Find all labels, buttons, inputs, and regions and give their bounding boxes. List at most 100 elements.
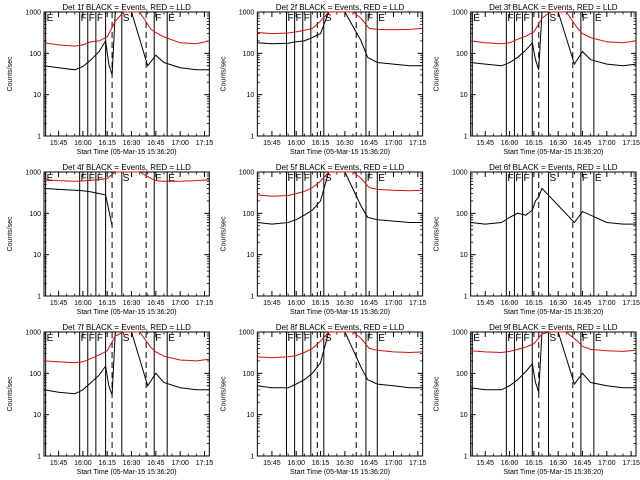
panel-7: Det 7f BLACK = Events, RED = LLD Counts/s…	[7, 323, 213, 476]
event-marker-label: F	[515, 173, 521, 184]
y-tick-label: 1	[37, 454, 41, 461]
x-tick-label: 16:15	[98, 460, 116, 467]
plot-frame	[256, 331, 424, 457]
y-axis-label: Counts/sec	[220, 56, 227, 92]
x-tick-label: 16:30	[549, 300, 567, 307]
y-tick-label: 10	[460, 412, 468, 419]
y-tick-label: 10	[247, 92, 255, 99]
y-tick-label: 1	[464, 134, 468, 141]
event-marker-label: E	[595, 13, 602, 24]
x-axis-label: Start Time (05-Mar-15 15:36:20)	[503, 149, 603, 156]
event-marker-label: F	[304, 13, 310, 24]
plot-frame	[43, 331, 210, 457]
panel-title: Det 6f BLACK = Events, RED = LLD	[489, 163, 618, 172]
y-axis-label: Counts/sec	[7, 376, 14, 412]
x-tick-label: 16:15	[312, 460, 330, 467]
event-marker-label: E	[595, 333, 602, 344]
event-marker-label: F	[296, 13, 302, 24]
x-tick-label: 17:00	[171, 300, 189, 307]
event-marker-label: E	[47, 333, 54, 344]
event-marker-label: E	[168, 173, 175, 184]
event-marker-label: F	[296, 173, 302, 184]
panel-title: Det 7f BLACK = Events, RED = LLD	[62, 323, 191, 332]
series-events-line	[43, 11, 210, 76]
x-tick-label: 16:45	[147, 300, 165, 307]
x-tick-label: 16:00	[287, 140, 305, 147]
y-tick-label: 1	[464, 454, 468, 461]
y-tick-label: 1000	[452, 10, 468, 17]
x-tick-label: 16:00	[74, 460, 92, 467]
y-tick-label: 1	[37, 134, 41, 141]
x-axis-label: Start Time (05-Mar-15 15:36:20)	[503, 309, 603, 316]
x-axis-label: Start Time (05-Mar-15 15:36:20)	[290, 149, 390, 156]
event-marker-label: F	[81, 173, 87, 184]
event-marker-label: F	[155, 173, 161, 184]
x-tick-label: 16:00	[501, 460, 519, 467]
x-tick-label: 16:45	[360, 140, 378, 147]
panel-title: Det 2f BLACK = Events, RED = LLD	[276, 3, 405, 12]
x-tick-label: 17:00	[598, 460, 616, 467]
event-marker-label: E	[378, 173, 385, 184]
x-tick-label: 17:15	[196, 140, 214, 147]
event-marker-label: E	[473, 333, 480, 344]
x-tick-label: 16:00	[501, 300, 519, 307]
x-tick-label: 17:00	[385, 140, 403, 147]
x-tick-label: 16:30	[549, 460, 567, 467]
x-tick-label: 17:00	[385, 460, 403, 467]
y-tick-label: 100	[243, 371, 255, 378]
y-tick-label: 1	[250, 454, 254, 461]
x-tick-label: 17:15	[622, 140, 640, 147]
event-marker-label: F	[89, 173, 95, 184]
x-tick-label: 16:45	[360, 300, 378, 307]
x-tick-label: 16:45	[360, 460, 378, 467]
event-marker-label: F	[367, 13, 373, 24]
event-marker-label: F	[507, 173, 513, 184]
event-marker-label: F	[97, 173, 103, 184]
x-tick-label: 17:15	[622, 460, 640, 467]
event-marker-label: F	[367, 333, 373, 344]
event-marker-label: S	[325, 173, 332, 184]
event-marker-label: E	[47, 173, 54, 184]
x-tick-label: 17:15	[409, 460, 427, 467]
event-marker-label: F	[89, 13, 95, 24]
y-tick-label: 1000	[239, 10, 255, 17]
event-marker-label: F	[367, 173, 373, 184]
x-tick-label: 16:45	[147, 140, 165, 147]
x-tick-label: 16:45	[574, 460, 592, 467]
plot-frame	[256, 11, 424, 137]
x-axis-label: Start Time (05-Mar-15 15:36:20)	[77, 149, 177, 156]
panel-title: Det 5f BLACK = Events, RED = LLD	[276, 163, 405, 172]
x-tick-label: 16:00	[287, 460, 305, 467]
event-marker-label: F	[524, 173, 530, 184]
event-marker-label: S	[549, 13, 556, 24]
x-tick-label: 15:45	[263, 460, 281, 467]
y-tick-label: 1000	[25, 330, 41, 337]
y-axis-label: Counts/sec	[434, 376, 441, 412]
y-tick-label: 1	[250, 294, 254, 301]
event-marker-label: F	[97, 333, 103, 344]
x-tick-label: 15:45	[476, 460, 494, 467]
event-marker-label: F	[524, 13, 530, 24]
y-tick-label: 1000	[25, 10, 41, 17]
x-tick-label: 16:15	[525, 460, 543, 467]
y-tick-label: 10	[33, 92, 41, 99]
x-axis-label: Start Time (05-Mar-15 15:36:20)	[290, 469, 390, 476]
event-marker-label: E	[378, 13, 385, 24]
x-tick-label: 17:00	[171, 140, 189, 147]
x-tick-label: 15:45	[50, 140, 68, 147]
x-tick-label: 15:45	[263, 140, 281, 147]
plot-frame	[43, 171, 210, 297]
x-tick-label: 16:30	[336, 300, 354, 307]
series-lld-line	[257, 171, 423, 197]
series-lld-line	[43, 11, 210, 47]
event-marker-label: F	[89, 333, 95, 344]
event-marker-label: S	[325, 333, 332, 344]
x-tick-label: 16:00	[74, 140, 92, 147]
y-tick-label: 10	[33, 252, 41, 259]
x-tick-label: 16:30	[123, 460, 141, 467]
event-marker-label: E	[168, 333, 175, 344]
y-axis-label: Counts/sec	[220, 216, 227, 252]
y-axis-label: Counts/sec	[434, 216, 441, 252]
event-marker-label: F	[288, 173, 294, 184]
y-tick-label: 1	[37, 294, 41, 301]
